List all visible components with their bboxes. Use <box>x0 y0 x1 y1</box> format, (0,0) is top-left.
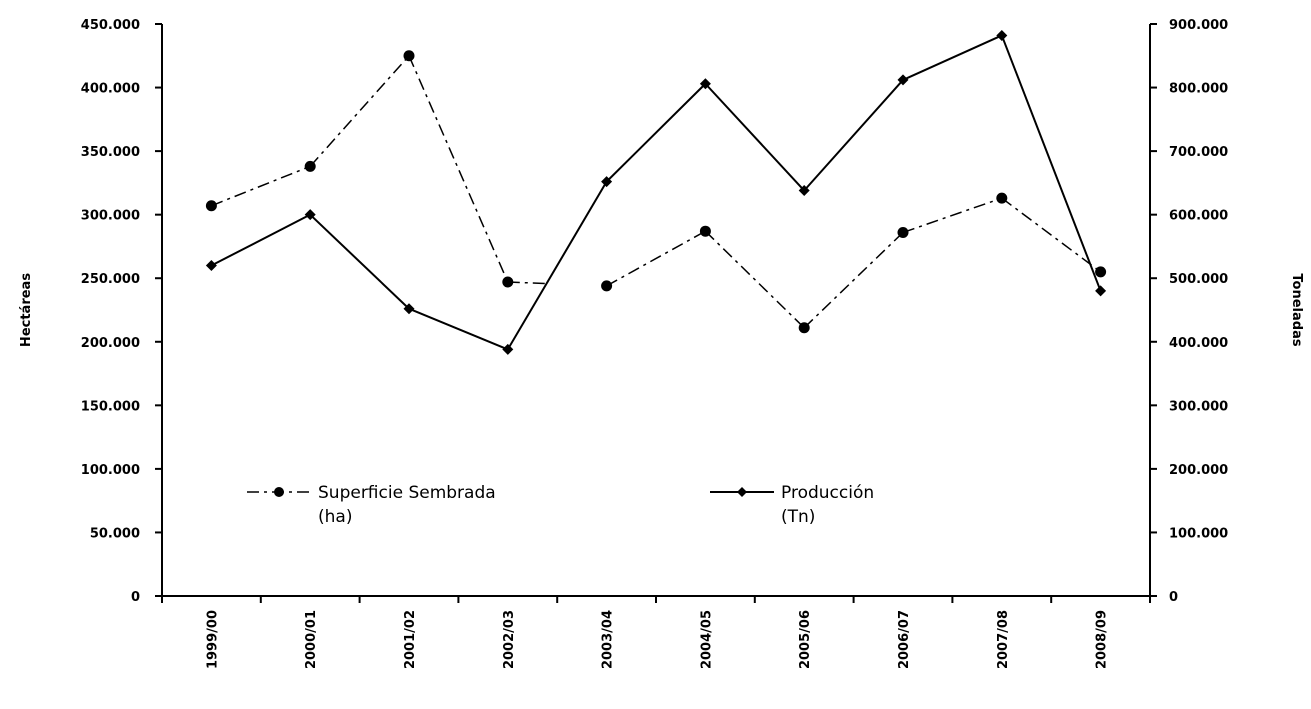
series-segment <box>1001 197 1102 273</box>
data-point <box>304 160 316 172</box>
data-point <box>403 50 415 62</box>
left-y-tick-label: 250.000 <box>81 272 140 287</box>
x-tick-label: 2007/08 <box>996 610 1011 669</box>
right-y-axis-ticks: 0 100.000 200.000 300.000 400.000 500.000 600.… <box>1150 18 1228 605</box>
series-segment <box>408 55 509 283</box>
data-point <box>798 322 810 334</box>
legend-label: Producción <box>781 483 874 503</box>
data-point <box>1095 266 1107 278</box>
left-y-tick-label: 400.000 <box>81 82 140 97</box>
data-point <box>304 209 316 221</box>
left-y-tick-label: 0 <box>131 590 140 605</box>
right-y-tick-label: 100.000 <box>1169 526 1228 541</box>
legend-marker <box>737 487 747 497</box>
chart-series <box>205 29 1107 355</box>
legend-label: (ha) <box>318 507 352 527</box>
x-axis-ticks: 1999/00 2000/01 2001/02 2002/03 2003/04 2004/… <box>161 596 1151 669</box>
data-point <box>897 226 909 238</box>
legend: Superficie Sembrada (ha) Producción (Tn) <box>247 483 874 527</box>
x-tick-label: 2004/05 <box>699 610 714 669</box>
data-point <box>1095 285 1107 297</box>
left-y-tick-label: 300.000 <box>81 209 140 224</box>
right-y-tick-label: 600.000 <box>1169 209 1228 224</box>
series-segment <box>507 281 546 285</box>
series-segment <box>1000 35 1102 292</box>
x-tick-label: 1999/00 <box>205 610 220 669</box>
data-point <box>897 74 909 86</box>
series-segment <box>803 231 904 329</box>
series-segment <box>506 181 608 350</box>
data-point <box>699 78 711 90</box>
x-tick-label: 2008/09 <box>1095 610 1110 669</box>
series-segment <box>803 79 904 192</box>
right-y-tick-label: 400.000 <box>1169 336 1228 351</box>
right-y-tick-label: 800.000 <box>1169 82 1228 97</box>
right-y-axis-title: Toneladas <box>1289 273 1304 346</box>
series-segment <box>704 83 805 192</box>
legend-label: (Tn) <box>781 507 815 527</box>
data-point <box>502 276 514 288</box>
series-segment <box>210 213 311 267</box>
data-point <box>996 29 1008 41</box>
data-point <box>798 185 810 197</box>
data-point <box>699 225 711 237</box>
series-segment <box>902 197 1003 234</box>
series-segment <box>605 83 707 183</box>
left-y-tick-label: 150.000 <box>81 399 140 414</box>
series-segment <box>309 213 410 310</box>
right-y-tick-label: 300.000 <box>1169 399 1228 414</box>
series-segment <box>902 34 1003 81</box>
series-segment <box>704 230 805 329</box>
left-y-tick-label: 100.000 <box>81 463 140 478</box>
right-y-tick-label: 200.000 <box>1169 463 1228 478</box>
right-y-tick-label: 700.000 <box>1169 145 1228 160</box>
series-segment <box>606 230 706 287</box>
x-tick-label: 2003/04 <box>601 610 616 669</box>
data-point <box>205 200 217 212</box>
x-tick-label: 2002/03 <box>502 610 517 669</box>
data-point <box>205 260 217 272</box>
legend-marker <box>274 487 284 497</box>
left-y-tick-label: 200.000 <box>81 336 140 351</box>
left-y-axis-title: Hectáreas <box>19 273 34 347</box>
x-tick-label: 2006/07 <box>897 610 912 669</box>
data-point <box>601 176 613 188</box>
right-y-tick-label: 900.000 <box>1169 18 1228 33</box>
right-y-tick-label: 500.000 <box>1169 272 1228 287</box>
series-segment <box>309 55 410 167</box>
left-y-axis-ticks: 0 50.000 100.000 150.000 200.000 250.000 300.0… <box>81 18 162 605</box>
left-y-tick-label: 350.000 <box>81 145 140 160</box>
x-tick-label: 2005/06 <box>798 610 813 669</box>
x-tick-label: 2000/01 <box>304 610 319 669</box>
data-point <box>403 303 415 315</box>
series-segment <box>211 165 311 207</box>
left-y-tick-label: 50.000 <box>90 526 140 541</box>
data-point <box>601 280 613 292</box>
series-segment <box>408 307 509 351</box>
data-point <box>502 343 514 355</box>
chart-axes <box>161 24 1151 597</box>
x-tick-label: 2001/02 <box>403 610 418 669</box>
right-y-tick-label: 0 <box>1169 590 1178 605</box>
left-y-tick-label: 450.000 <box>81 18 140 33</box>
legend-label: Superficie Sembrada <box>318 483 496 503</box>
data-point <box>996 192 1008 204</box>
